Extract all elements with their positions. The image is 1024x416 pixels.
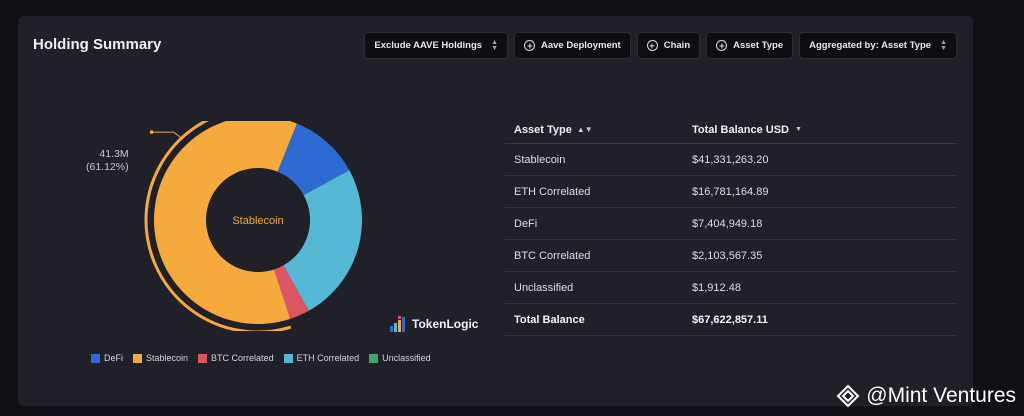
logo-text: TokenLogic (412, 317, 479, 331)
legend-label: ETH Correlated (296, 353, 360, 363)
cell-asset: DeFi (514, 217, 538, 230)
card-title: Holding Summary (33, 36, 162, 53)
table-row: BTC Correlated $2,103,567.35 (505, 240, 957, 272)
cell-balance: $1,912.48 (692, 281, 741, 294)
cell-asset: ETH Correlated (514, 185, 591, 198)
donut-callout: 41.3M (61.12%) (86, 148, 129, 174)
asset-type-button[interactable]: Asset Type (706, 32, 794, 59)
aggregated-by-label: Aggregated by: Asset Type (809, 40, 932, 51)
watermark: @Mint Ventures (836, 384, 1016, 408)
legend-item-defi[interactable]: DeFi (91, 353, 123, 363)
cell-asset: Unclassified (514, 281, 574, 294)
donut-slice-btc-correlated[interactable] (274, 265, 309, 319)
holding-summary-card: Holding Summary Exclude AAVE Holdings ▲ ▼… (18, 16, 973, 406)
chain-button[interactable]: Chain (636, 32, 701, 59)
table-row: Unclassified $1,912.48 (505, 272, 957, 304)
plus-circle-icon (524, 40, 535, 51)
bar-chart-logo-icon (390, 316, 405, 332)
header-asset-type-label: Asset Type (514, 123, 572, 136)
diamond-logo-icon (836, 384, 860, 408)
caret-down-icon: ▼ (795, 126, 802, 133)
chart-legend: DeFi Stablecoin BTC Correlated ETH Corre… (91, 353, 431, 363)
legend-label: DeFi (104, 353, 124, 363)
legend-label: BTC Correlated (211, 353, 274, 363)
legend-label: Stablecoin (146, 353, 189, 363)
donut-slice-defi[interactable] (277, 123, 350, 196)
legend-item-stablecoin[interactable]: Stablecoin (133, 353, 188, 363)
legend-swatch (91, 353, 100, 363)
callout-value: 41.3M (99, 148, 129, 160)
toolbar: Exclude AAVE Holdings ▲ ▼ Aave Deployment… (364, 32, 957, 59)
aave-deployment-label: Aave Deployment (541, 40, 621, 51)
exclude-aave-label: Exclude AAVE Holdings (374, 40, 483, 51)
legend-swatch (369, 353, 379, 363)
donut-chart-svg: Stablecoin (144, 106, 362, 334)
chain-label: Chain (663, 40, 691, 51)
plus-circle-icon (716, 40, 728, 51)
aave-deployment-button[interactable]: Aave Deployment (514, 32, 631, 59)
legend-item-btc-correlated[interactable]: BTC Correlated (198, 353, 274, 363)
exclude-aave-select[interactable]: Exclude AAVE Holdings ▲ ▼ (364, 32, 508, 59)
legend-item-eth-correlated[interactable]: ETH Correlated (283, 353, 360, 363)
header-total-balance[interactable]: Total Balance USD ▼ (692, 124, 957, 136)
legend-swatch (283, 353, 293, 363)
header-asset-type[interactable]: Asset Type ▲▼ (505, 124, 692, 136)
holdings-table: Asset Type ▲▼ Total Balance USD ▼ Stable… (505, 116, 957, 336)
table-header: Asset Type ▲▼ Total Balance USD ▼ (505, 116, 957, 144)
legend-label: Unclassified (382, 353, 431, 363)
header-total-balance-label: Total Balance USD (692, 123, 789, 136)
table-row: Stablecoin $41,331,263.20 (505, 144, 957, 176)
updown-chevron-icon: ▲ ▼ (940, 38, 947, 52)
tokenlogic-logo: TokenLogic (390, 316, 478, 332)
aggregated-by-select[interactable]: Aggregated by: Asset Type ▲ ▼ (799, 32, 957, 59)
donut-chart: Stablecoin (78, 106, 458, 334)
legend-swatch (133, 353, 143, 363)
legend-item-unclassified[interactable]: Unclassified (369, 353, 431, 363)
cell-balance: $2,103,567.35 (692, 249, 763, 262)
donut-slice-stablecoin[interactable] (154, 116, 297, 324)
table-total-row: Total Balance $67,622,857.11 (505, 304, 957, 336)
watermark-text: @Mint Ventures (866, 384, 1016, 407)
sort-icon: ▲▼ (576, 125, 593, 134)
asset-type-label: Asset Type (733, 40, 784, 51)
plus-circle-icon (646, 40, 658, 51)
callout-leader-line (151, 131, 182, 139)
legend-swatch (198, 353, 208, 363)
cell-asset: BTC Correlated (514, 249, 591, 262)
cell-balance: $16,781,164.89 (692, 185, 769, 198)
callout-percent: (61.12%) (86, 161, 129, 173)
cell-balance: $7,404,949.18 (692, 217, 763, 230)
table-row: ETH Correlated $16,781,164.89 (505, 176, 957, 208)
cell-balance: $41,331,263.20 (692, 153, 769, 166)
total-value: $67,622,857.11 (692, 313, 768, 326)
callout-dot (149, 130, 154, 134)
updown-chevron-icon: ▲ ▼ (491, 38, 498, 52)
cell-asset: Stablecoin (514, 153, 566, 166)
table-row: DeFi $7,404,949.18 (505, 208, 957, 240)
donut-slice-eth-correlated[interactable] (283, 170, 362, 311)
total-label: Total Balance (514, 313, 585, 326)
donut-center-label: Stablecoin (232, 215, 283, 227)
